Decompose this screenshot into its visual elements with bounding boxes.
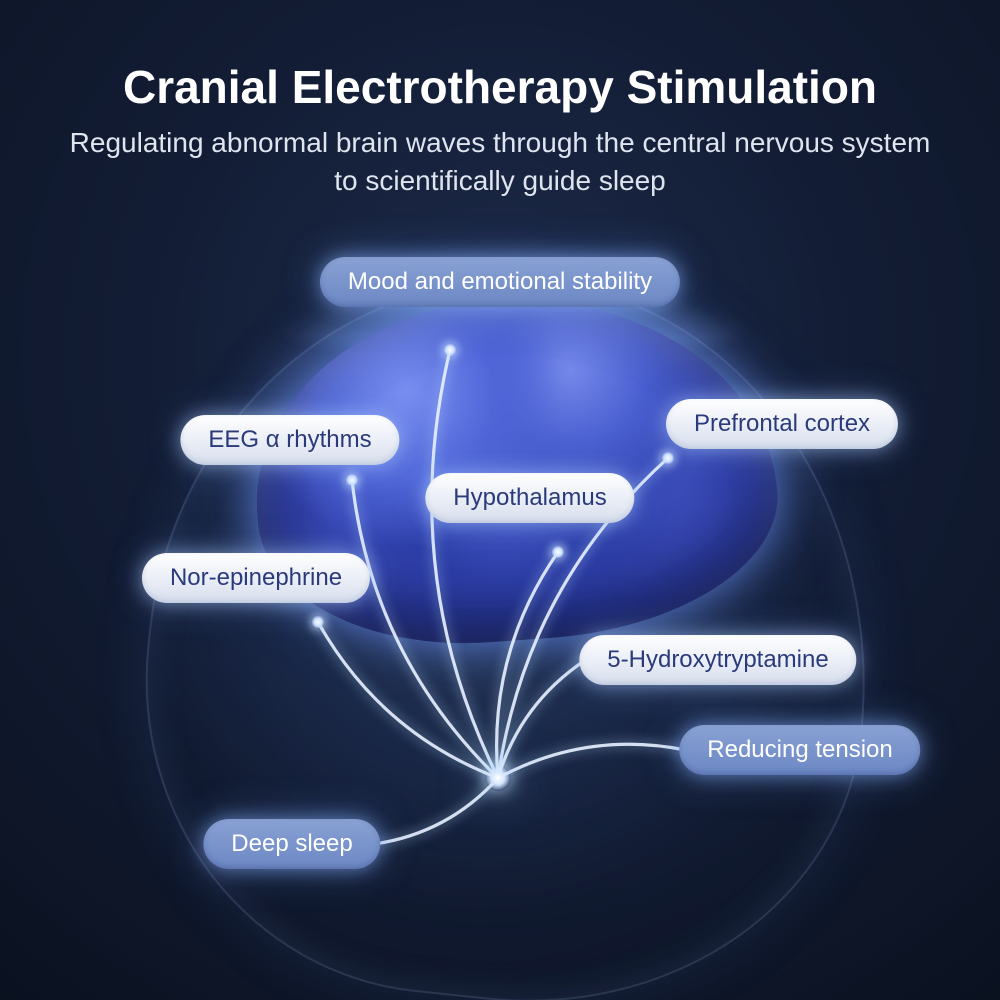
subtitle-line-2: to scientifically guide sleep xyxy=(334,165,666,196)
node-dot-mood xyxy=(443,343,457,357)
label-pill-prefrontal: Prefrontal cortex xyxy=(666,399,898,449)
label-pill-mood: Mood and emotional stability xyxy=(320,257,680,307)
page-title: Cranial Electrotherapy Stimulation xyxy=(0,60,1000,114)
infographic-stage: Cranial Electrotherapy Stimulation Regul… xyxy=(0,0,1000,1000)
node-dot-hypo xyxy=(551,545,565,559)
label-pill-eeg: EEG α rhythms xyxy=(180,415,399,465)
node-dot-eeg xyxy=(345,473,359,487)
label-pill-deepsleep: Deep sleep xyxy=(203,819,380,869)
subtitle-line-1: Regulating abnormal brain waves through … xyxy=(70,127,931,158)
label-pill-fiveht: 5-Hydroxytryptamine xyxy=(579,635,856,685)
node-dot-norepi xyxy=(311,615,325,629)
label-pill-norepi: Nor-epinephrine xyxy=(142,553,370,603)
node-dot-prefrontal xyxy=(661,451,675,465)
convergence-hub xyxy=(485,765,511,791)
label-pill-tension: Reducing tension xyxy=(679,725,920,775)
page-subtitle: Regulating abnormal brain waves through … xyxy=(0,124,1000,200)
label-pill-hypo: Hypothalamus xyxy=(425,473,634,523)
